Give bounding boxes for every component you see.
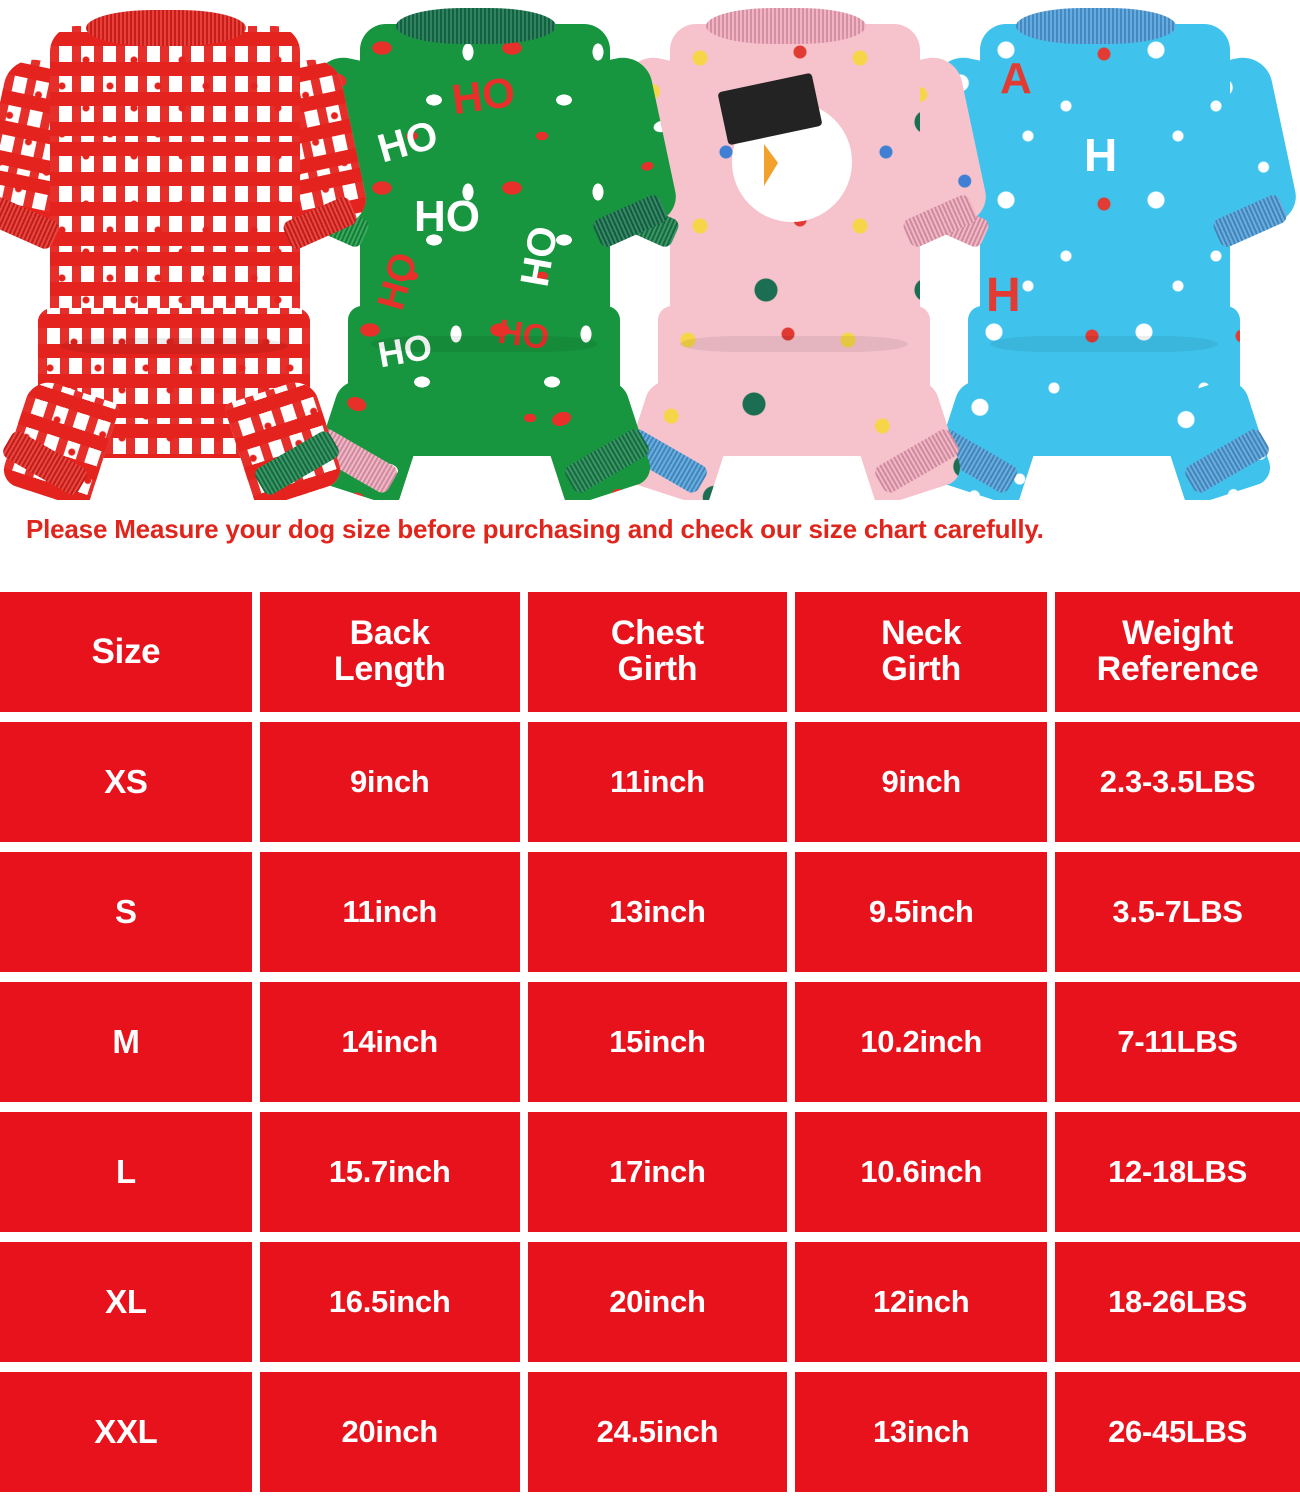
measure-notice-text: Please Measure your dog size before purc… [26,514,1044,544]
header-size: Size [0,592,252,712]
cell-size: XL [0,1242,252,1362]
product-image-green-ho-ho-pajama: HO HO HO HO HO HO HO [285,6,681,500]
cell-neck-girth: 9inch [795,722,1048,842]
table-row: XL 16.5inch 20inch 12inch 18-26LBS [0,1242,1300,1362]
cell-neck-girth: 10.2inch [795,982,1048,1102]
table-header-row: Size Back Length Chest Girth Neck Girth Wei… [0,592,1300,712]
collar [396,8,556,44]
collar [706,8,866,44]
cell-back-length: 14inch [259,982,520,1102]
table-row: S 11inch 13inch 9.5inch 3.5-7LBS [0,852,1300,972]
cell-weight-reference: 7-11LBS [1055,982,1300,1102]
header-weight-reference: Weight Reference [1055,592,1300,712]
table-row: XS 9inch 11inch 9inch 2.3-3.5LBS [0,722,1300,842]
cell-weight-reference: 3.5-7LBS [1055,852,1300,972]
torso [670,24,920,354]
cell-size: S [0,852,252,972]
collar [86,10,246,46]
header-weight-line1: Weight [1122,614,1233,653]
header-neck-girth-line1: Neck [881,614,962,653]
header-size-label: Size [91,631,161,671]
header-back-length-line1: Back [349,614,430,653]
cell-back-length: 11inch [259,852,520,972]
waistband [990,336,1218,352]
cell-weight-reference: 2.3-3.5LBS [1055,722,1300,842]
torso [50,26,300,356]
cell-weight-reference: 12-18LBS [1055,1112,1300,1232]
header-back-length: Back Length [259,592,520,712]
cell-weight-reference: 18-26LBS [1055,1242,1300,1362]
product-photo-strip: HO HO HO HO HO HO HO [0,0,1300,500]
header-neck-girth-line2: Girth [881,650,962,688]
header-neck-girth: Neck Girth [795,592,1048,712]
product-image-red-fair-isle-pajama [0,8,371,500]
header-chest-girth-line2: Girth [617,650,698,688]
waistband [370,336,598,352]
cell-weight-reference: 26-45LBS [1055,1372,1300,1492]
cell-chest-girth: 13inch [527,852,788,972]
torso: A H H H [980,24,1230,354]
table-row: XXL 20inch 24.5inch 13inch 26-45LBS [0,1372,1300,1492]
header-back-length-line2: Length [333,650,446,688]
header-weight-line2: Reference [1096,650,1259,688]
torso: HO HO HO HO HO [360,24,610,354]
cell-chest-girth: 20inch [527,1242,788,1362]
header-chest-girth-line1: Chest [610,614,704,653]
waistband [680,336,908,352]
cell-chest-girth: 17inch [527,1112,788,1232]
collar [1016,8,1176,44]
cell-back-length: 20inch [259,1372,520,1492]
table-row: M 14inch 15inch 10.2inch 7-11LBS [0,982,1300,1102]
cell-chest-girth: 24.5inch [527,1372,788,1492]
cell-back-length: 9inch [259,722,520,842]
cell-back-length: 15.7inch [259,1112,520,1232]
cell-neck-girth: 13inch [795,1372,1048,1492]
cell-size: XS [0,722,252,842]
cell-neck-girth: 9.5inch [795,852,1048,972]
product-image-blue-santa-pajama: A H H H [905,6,1300,500]
cell-back-length: 16.5inch [259,1242,520,1362]
cell-neck-girth: 12inch [795,1242,1048,1362]
cell-size: M [0,982,252,1102]
cell-size: XXL [0,1372,252,1492]
waistband [60,338,288,354]
cell-size: L [0,1112,252,1232]
table-row: L 15.7inch 17inch 10.6inch 12-18LBS [0,1112,1300,1232]
size-chart-table: Size Back Length Chest Girth Neck Girth Wei… [0,592,1300,1500]
header-chest-girth: Chest Girth [527,592,788,712]
cell-neck-girth: 10.6inch [795,1112,1048,1232]
cell-chest-girth: 15inch [527,982,788,1102]
product-image-pink-snowman-pajama [595,6,991,500]
cell-chest-girth: 11inch [527,722,788,842]
